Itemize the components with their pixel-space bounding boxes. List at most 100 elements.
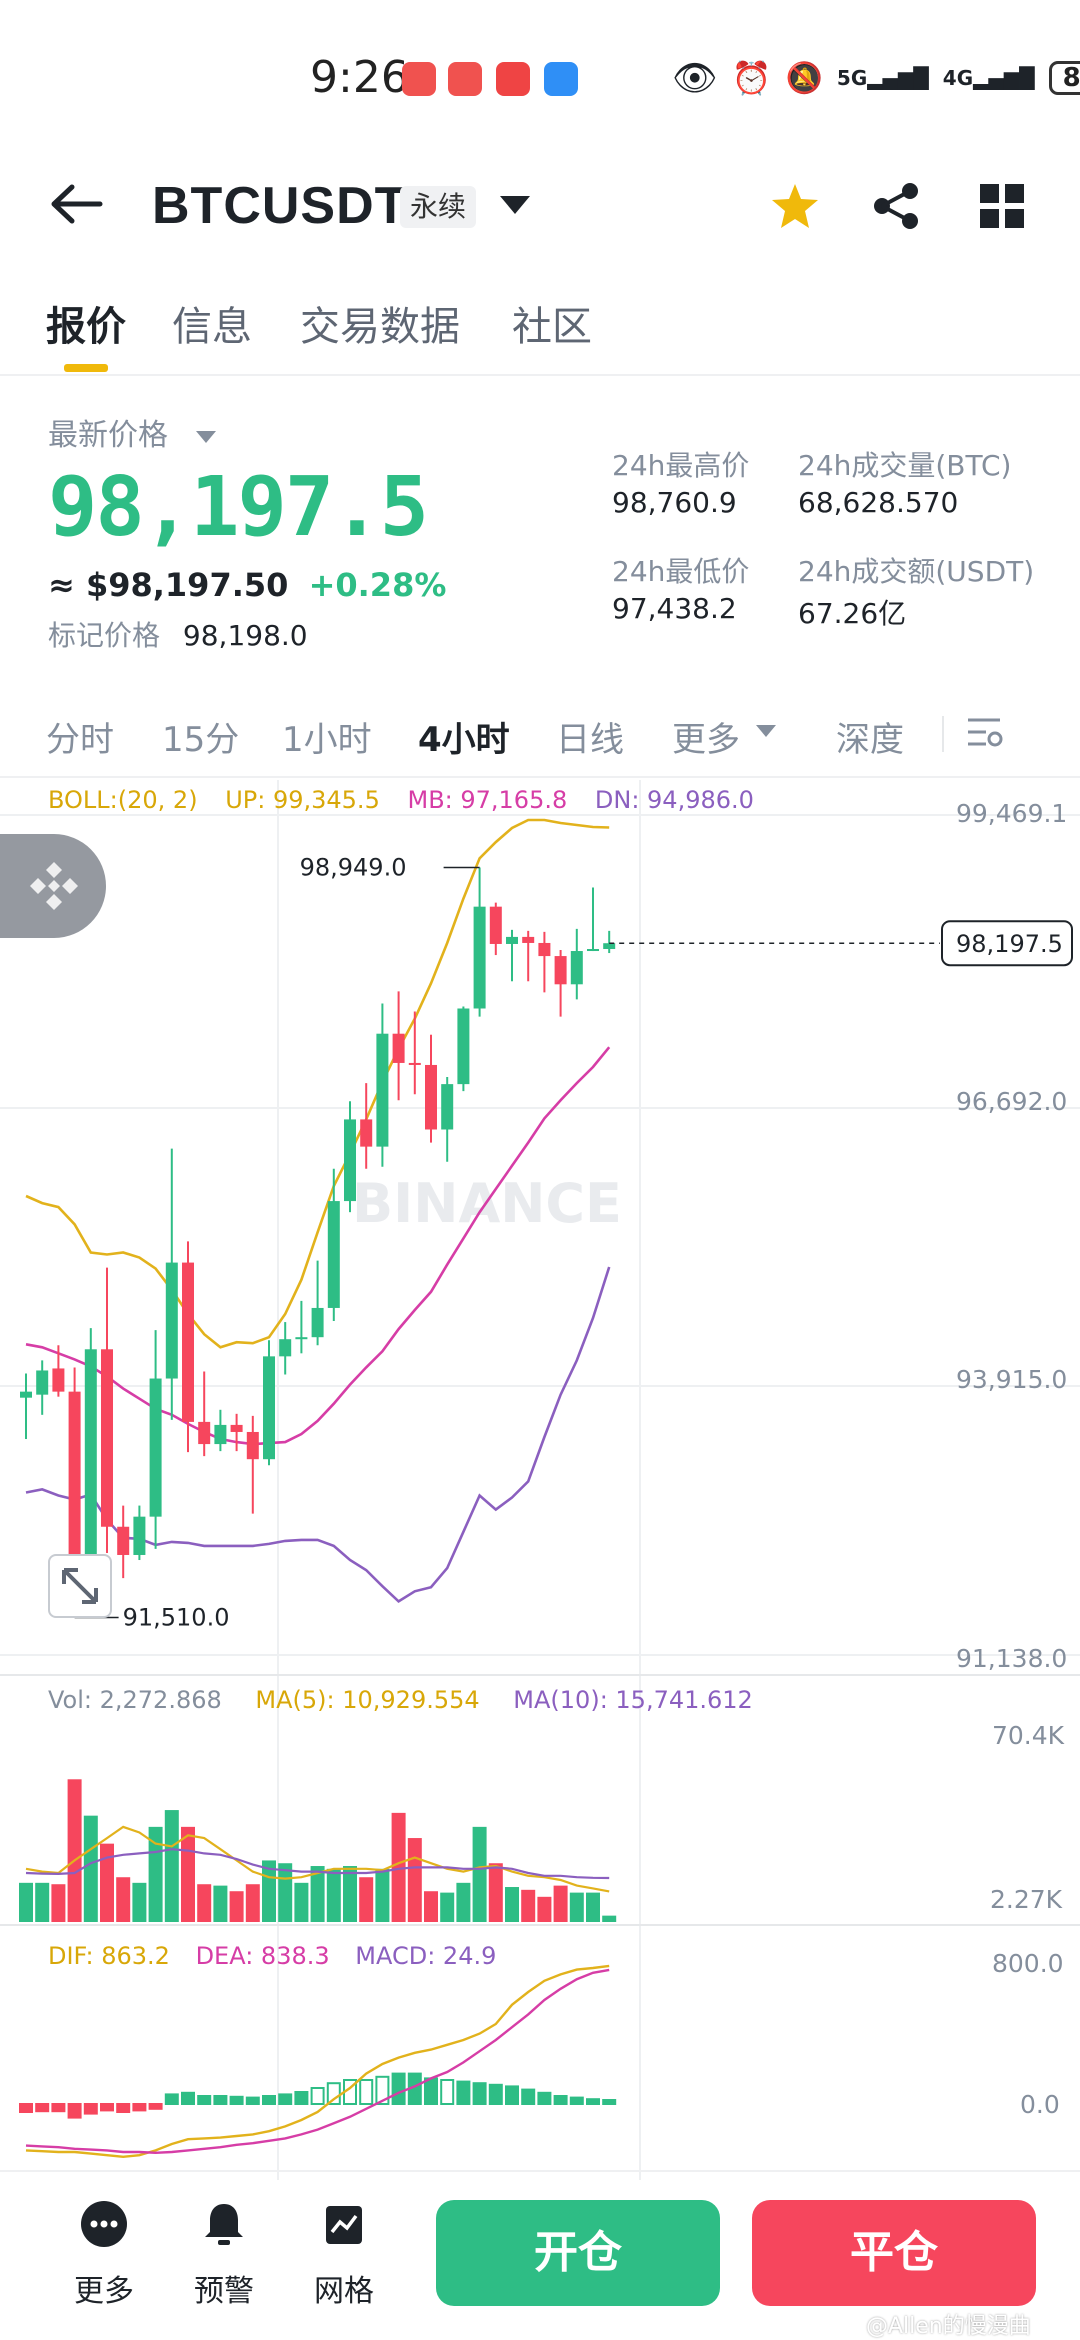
volume-ma10-line — [25, 1848, 610, 1880]
candle-body — [198, 1421, 211, 1445]
macd-histogram-bar — [440, 2079, 455, 2105]
macd-histogram-bar — [391, 2072, 406, 2105]
price-change: +0.28% — [308, 566, 447, 604]
boll-up-line — [25, 818, 610, 1349]
tab-community[interactable]: 社区 — [512, 304, 592, 350]
volume-bar — [407, 1838, 422, 1922]
tab-trading-data[interactable]: 交易数据 — [300, 304, 460, 350]
macd-histogram-bar — [456, 2080, 471, 2105]
grid-chart-icon — [326, 2206, 362, 2244]
tab-quote[interactable]: 报价 — [46, 304, 126, 350]
tab-info[interactable]: 信息 — [172, 304, 252, 350]
volume-legend: Vol: 2,272.868 MA(5): 10,929.554 MA(10):… — [48, 1686, 753, 1714]
caret-down-icon — [756, 725, 776, 737]
candle-body — [327, 1201, 340, 1308]
interval-more[interactable]: 更多 — [672, 720, 740, 760]
alarm-icon: ⏰ — [731, 59, 772, 97]
price-chart[interactable]: BINANCE99,469.196,692.093,915.091,138.09… — [0, 780, 1080, 2180]
candle-body — [230, 1424, 243, 1432]
volume-bar — [164, 1810, 179, 1922]
chart-settings-icon — [968, 718, 1003, 747]
candle-body — [603, 943, 616, 950]
macd-histogram-bar — [19, 2103, 33, 2113]
close-position-button[interactable]: 平仓 — [752, 2200, 1036, 2306]
macd-histogram-bar — [164, 2093, 179, 2106]
candle-body — [246, 1431, 259, 1460]
price-axis-label: 96,692.0 — [956, 1087, 1067, 1116]
macd-histogram-bar — [521, 2088, 536, 2105]
interval-15m[interactable]: 15分 — [162, 720, 240, 760]
interval-1h[interactable]: 1小时 — [282, 720, 372, 760]
favorite-button[interactable] — [770, 182, 820, 234]
volume-bar — [67, 1779, 82, 1922]
candle-body — [84, 1349, 97, 1603]
macd-histogram-bar — [326, 2082, 341, 2105]
share-icon — [874, 183, 918, 229]
price-axis-label: 99,469.1 — [956, 799, 1067, 828]
symbol-title[interactable]: BTCUSDT — [152, 177, 408, 235]
back-arrow-icon — [51, 184, 103, 224]
volume-bar — [310, 1866, 325, 1922]
macd-histogram-bar — [181, 2091, 195, 2106]
interval-depth[interactable]: 深度 — [836, 720, 904, 760]
macd-histogram-bar — [35, 2103, 50, 2113]
macd-histogram-bar — [262, 2095, 276, 2105]
open-position-button[interactable]: 开仓 — [436, 2200, 720, 2306]
volume-axis-label: 2.27K — [990, 1885, 1063, 1914]
boll-up: UP: 99,345.5 — [225, 786, 380, 814]
interval-1d[interactable]: 日线 — [556, 720, 624, 760]
volume-bar — [456, 1882, 471, 1922]
app-notification-icon — [496, 62, 530, 96]
macd-histogram-bar — [537, 2091, 552, 2106]
eye-icon: 👁 — [672, 58, 718, 99]
candle-body — [441, 1084, 454, 1130]
candle-body — [101, 1349, 113, 1527]
volume-bar — [100, 1843, 114, 1922]
share-button[interactable] — [872, 182, 920, 234]
fullscreen-button[interactable] — [48, 1554, 112, 1618]
latest-price-label[interactable]: 最新价格 — [48, 410, 216, 454]
price-axis-label: 93,915.0 — [956, 1365, 1067, 1394]
symbol-dropdown-button[interactable] — [500, 196, 530, 220]
high-label: 24h最高价 — [612, 449, 750, 482]
candle-body — [20, 1391, 32, 1398]
interval-4h[interactable]: 4小时 — [418, 720, 510, 760]
candle-body — [425, 1064, 437, 1130]
candle-body — [52, 1368, 65, 1392]
alert-button[interactable]: 预警 — [174, 2200, 274, 2310]
macd-histogram-bar — [229, 2095, 244, 2106]
volume-bar — [51, 1884, 66, 1922]
floating-logo-button[interactable] — [0, 834, 106, 938]
macd-histogram-bar — [294, 2091, 309, 2105]
macd-histogram-bar — [569, 2096, 584, 2105]
more-button[interactable]: 更多 — [54, 2200, 154, 2310]
layout-button[interactable] — [980, 184, 1024, 232]
back-button[interactable] — [48, 182, 104, 226]
grid-trading-button[interactable]: 网格 — [294, 2200, 394, 2310]
volume-ma5-line — [25, 1825, 610, 1893]
status-time: 9:26 — [310, 52, 409, 103]
divider — [0, 776, 1080, 778]
macd-histogram-bar — [553, 2095, 568, 2105]
interval-timeline[interactable]: 分时 — [46, 720, 114, 760]
macd-histogram-bar — [375, 2075, 390, 2106]
macd-histogram-bar — [472, 2082, 487, 2105]
volume-usdt-value: 67.26亿 — [798, 597, 907, 630]
candle-body — [214, 1424, 227, 1445]
macd-legend: DIF: 863.2 DEA: 838.3 MACD: 24.9 — [48, 1942, 496, 1970]
macd-histogram-bar — [586, 2098, 600, 2105]
vol-ma10: MA(10): 15,741.612 — [513, 1686, 753, 1714]
volume-bar — [537, 1896, 552, 1922]
candle-body — [392, 1033, 405, 1063]
divider — [0, 374, 1080, 376]
app-notification-icon — [402, 62, 436, 96]
signal-4g-icon: 4G▂▄▆█ — [942, 66, 1035, 90]
candle-body — [36, 1370, 49, 1395]
macd-histogram-bar — [505, 2085, 519, 2106]
last-price-tag-text: 98,197.5 — [956, 930, 1063, 958]
macd-histogram-bar — [51, 2103, 66, 2113]
candle-body — [554, 956, 567, 985]
volume-bar — [181, 1826, 195, 1922]
macd-dea: DEA: 838.3 — [195, 1942, 330, 1970]
chart-settings-button[interactable] — [962, 712, 1006, 756]
